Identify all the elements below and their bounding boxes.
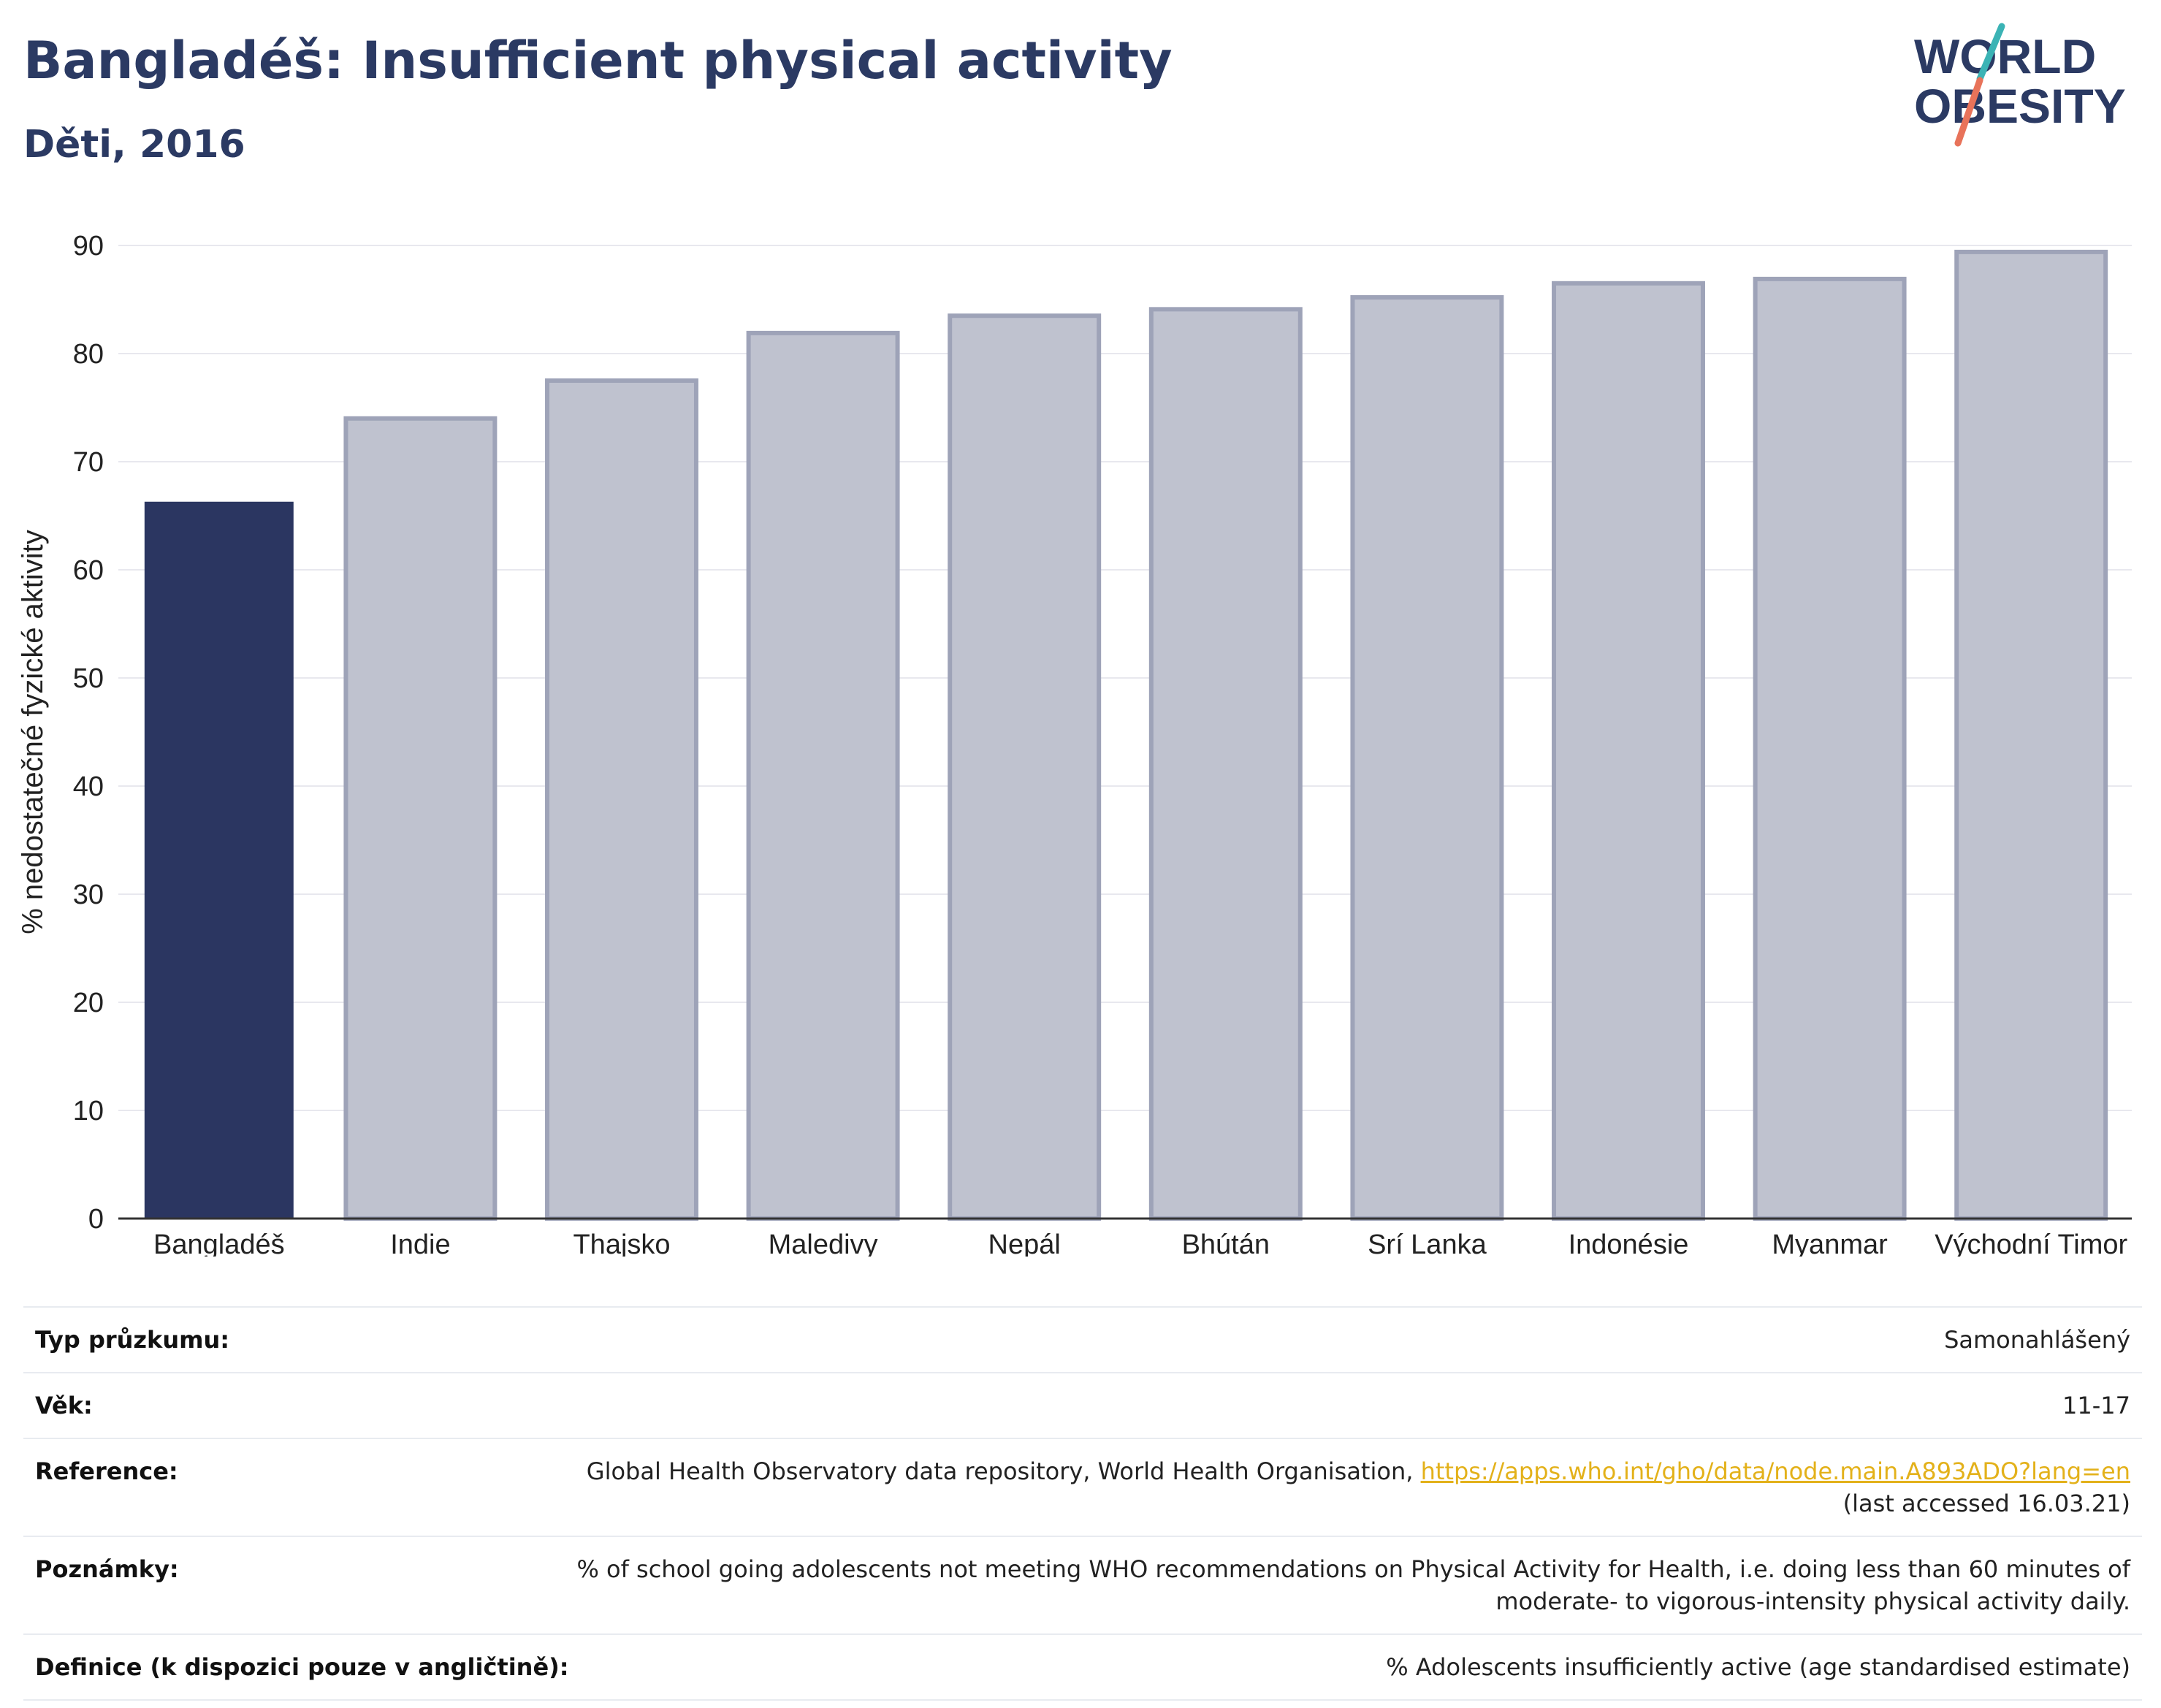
- table-row-survey-type: Typ průzkumu: Samonahlášený: [23, 1308, 2142, 1373]
- row-value: Global Health Observatory data repositor…: [587, 1455, 2130, 1520]
- y-tick-label: 90: [73, 231, 104, 262]
- y-tick-label: 10: [73, 1096, 104, 1126]
- row-label: Reference:: [35, 1457, 178, 1485]
- row-label: Typ průzkumu:: [35, 1326, 230, 1354]
- bar-srí-lanka: [1350, 295, 1504, 1221]
- y-tick-label: 20: [73, 988, 104, 1018]
- bar-bhútán: [1148, 307, 1303, 1221]
- row-value: % Adolescents insufficiently active (age…: [1386, 1653, 2130, 1681]
- y-axis-label: % nedostatečné fyzické aktivity: [17, 530, 49, 934]
- axes: 0 10 20 30 40 50 60 70 80 90 Bangladéš Indie Thajsko…: [73, 231, 2132, 1257]
- x-tick-label: Indonésie: [1569, 1229, 1689, 1257]
- bars: [144, 249, 2108, 1221]
- x-tick-label: Srí Lanka: [1368, 1229, 1487, 1257]
- x-tick-label: Nepál: [988, 1229, 1061, 1257]
- reference-link[interactable]: https://apps.who.int/gho/data/node.main.…: [1420, 1457, 2130, 1485]
- y-tick-label: 60: [73, 555, 104, 586]
- bar-bangladéš: [144, 501, 294, 1219]
- bar-maledivy: [746, 330, 900, 1221]
- row-label: Definice (k dispozici pouze v angličtině…: [35, 1653, 569, 1681]
- x-tick-label: Thajsko: [573, 1229, 670, 1257]
- bar-nepál: [948, 313, 1102, 1221]
- table-row-notes: Poznámky: % of school going adolescents …: [23, 1537, 2142, 1635]
- bar-indonésie: [1552, 281, 1705, 1221]
- y-tick-label: 30: [73, 880, 104, 910]
- table-row-age: Věk: 11-17: [23, 1373, 2142, 1439]
- y-tick-label: 80: [73, 339, 104, 370]
- chart-title: Bangladéš: Insufficient physical activit…: [23, 31, 1173, 91]
- bar-indie: [343, 416, 498, 1221]
- chart-subtitle: Děti, 2016: [23, 123, 245, 167]
- logo-text-obesity: OBESITY: [1914, 79, 2126, 133]
- logo-text-world: WORLD: [1914, 29, 2096, 83]
- bar-chart: 0 10 20 30 40 50 60 70 80 90 Bangladéš Indie Thajsko…: [17, 231, 2132, 1257]
- bar-východní-timor: [1954, 249, 2108, 1221]
- x-tick-label: Východní Timor: [1935, 1229, 2127, 1257]
- row-label: Poznámky:: [35, 1555, 179, 1583]
- x-tick-label: Indie: [390, 1229, 450, 1257]
- y-tick-label: 50: [73, 663, 104, 694]
- bar-myanmar: [1753, 276, 1907, 1221]
- logo-slash-top: [1976, 23, 2005, 83]
- row-value: Samonahlášený: [1944, 1326, 2130, 1354]
- info-table: Typ průzkumu: Samonahlášený Věk: 11-17 R…: [23, 1306, 2142, 1701]
- y-tick-label: 0: [88, 1204, 104, 1235]
- y-tick-label: 40: [73, 771, 104, 802]
- x-tick-label: Bhútán: [1182, 1229, 1270, 1257]
- bar-thajsko: [545, 378, 698, 1221]
- y-tick-label: 70: [73, 447, 104, 478]
- logo-slash-bottom: [1954, 77, 1983, 147]
- reference-accessed: (last accessed 16.03.21): [1842, 1490, 2130, 1517]
- x-tick-label: Maledivy: [769, 1229, 878, 1257]
- table-row-definition: Definice (k dispozici pouze v angličtině…: [23, 1635, 2142, 1701]
- world-obesity-logo: WORLD OBESITY: [1914, 23, 2126, 147]
- table-row-reference: Reference: Global Health Observatory dat…: [23, 1439, 2142, 1537]
- x-tick-label: Bangladéš: [153, 1229, 285, 1257]
- row-value: % of school going adolescents not meetin…: [576, 1555, 2130, 1615]
- row-label: Věk:: [35, 1392, 93, 1419]
- reference-text: Global Health Observatory data repositor…: [586, 1457, 1421, 1485]
- x-tick-label: Myanmar: [1772, 1229, 1888, 1257]
- row-value: 11-17: [2062, 1392, 2130, 1419]
